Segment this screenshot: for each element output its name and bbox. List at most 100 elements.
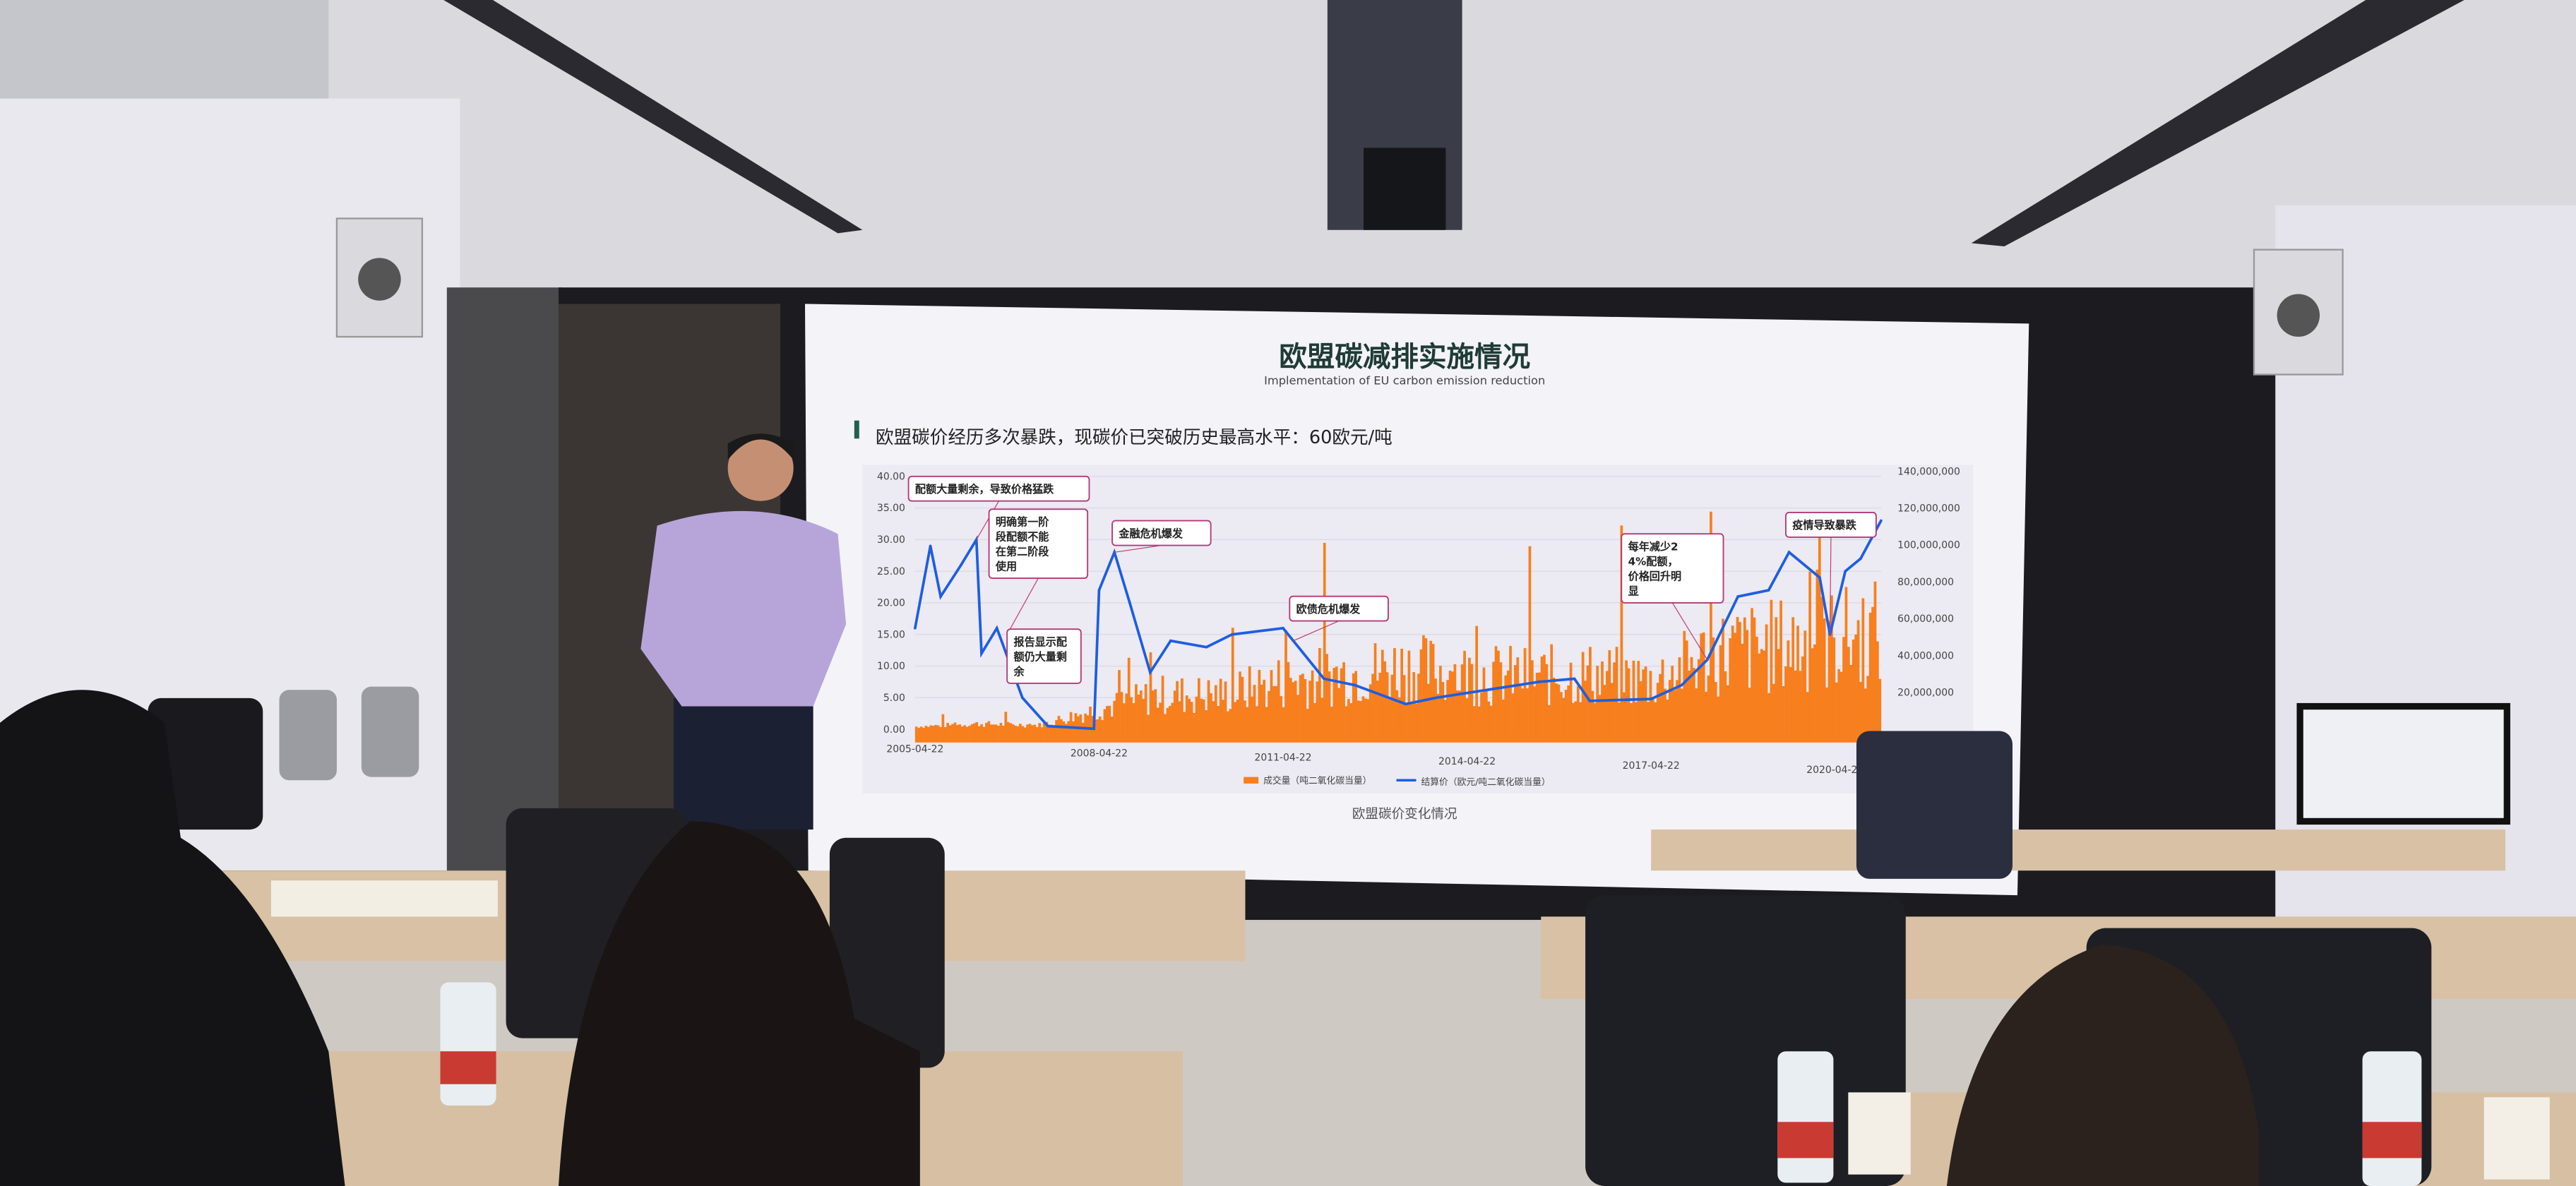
volume-bar	[1581, 652, 1585, 743]
audience-member	[1946, 944, 2259, 1186]
volume-bar	[1280, 696, 1283, 743]
volume-bar	[1472, 706, 1476, 743]
volume-bar	[1045, 721, 1049, 743]
volume-bar	[1040, 727, 1044, 743]
annotation-text: 疫情导致暴跌	[1792, 519, 1857, 532]
volume-bar	[1569, 662, 1573, 743]
volume-bar	[1361, 696, 1365, 743]
annotation-text: 在第二阶段	[996, 545, 1049, 558]
volume-bar	[1830, 595, 1833, 743]
volume-bar	[941, 714, 945, 743]
volume-bar	[1135, 684, 1138, 743]
volume-bar	[1734, 633, 1736, 743]
volume-bar	[1825, 687, 1828, 743]
volume-bar	[1637, 661, 1640, 743]
chair	[829, 837, 945, 1068]
volume-bar	[1480, 693, 1483, 743]
volume-bar	[1154, 689, 1157, 743]
volume-bar	[1813, 644, 1816, 743]
volume-bar	[1057, 716, 1061, 743]
volume-bar	[1419, 649, 1423, 743]
y-right-tick-label: 120,000,000	[1897, 503, 1960, 514]
slide-headline: 欧盟碳价经历多次暴跌，现碳价已突破历史最高水平：60欧元/吨	[876, 427, 1393, 448]
volume-bar	[1217, 706, 1220, 743]
volume-bar	[1630, 703, 1633, 743]
volume-bar	[1460, 664, 1464, 743]
volume-bar	[1023, 727, 1027, 743]
volume-bar	[943, 726, 947, 743]
volume-bar	[1820, 597, 1824, 743]
water-bottle	[1777, 1051, 1834, 1183]
volume-bar	[1397, 697, 1401, 743]
volume-bar	[1746, 630, 1749, 743]
volume-bar	[989, 724, 993, 743]
presenter	[640, 433, 847, 830]
volume-bar	[1168, 705, 1171, 743]
volume-bar	[1832, 637, 1836, 743]
volume-bar	[948, 725, 952, 743]
volume-bar	[1693, 668, 1695, 743]
water-bottle-label	[2362, 1122, 2422, 1158]
volume-bar	[1796, 625, 1799, 743]
volume-bar	[1547, 705, 1551, 743]
volume-bar	[1523, 648, 1527, 743]
volume-bar	[1562, 697, 1566, 743]
volume-bar	[1330, 706, 1333, 743]
volume-bar	[1035, 726, 1039, 743]
volume-bar	[1183, 712, 1186, 743]
volume-bar	[1808, 571, 1811, 743]
volume-bar	[1055, 720, 1058, 743]
annotation-box	[1289, 595, 1389, 622]
volume-bar	[960, 726, 964, 743]
price-point	[1476, 690, 1479, 693]
volume-bar	[1043, 722, 1046, 743]
volume-bar	[1067, 721, 1071, 743]
volume-bar	[1446, 680, 1449, 743]
price-point	[939, 595, 942, 598]
volume-bar	[1470, 664, 1474, 743]
volume-bar	[1101, 720, 1104, 743]
volume-bar	[1031, 725, 1034, 743]
volume-bar	[1866, 676, 1870, 743]
volume-bar	[1062, 721, 1066, 743]
price-point	[1573, 677, 1576, 681]
volume-bar	[1579, 702, 1582, 743]
price-point	[1787, 551, 1791, 554]
volume-bar	[1429, 640, 1433, 743]
volume-bar	[1108, 705, 1111, 743]
volume-bar	[1683, 630, 1686, 743]
volume-bar	[1818, 515, 1821, 743]
volume-bar	[1299, 675, 1302, 743]
volume-bar	[1364, 698, 1367, 743]
volume-bar	[1852, 639, 1855, 743]
price-point	[1435, 696, 1438, 700]
volume-bar	[1292, 682, 1295, 743]
volume-bar	[1839, 671, 1843, 743]
y-left-tick-label: 20.00	[877, 598, 905, 609]
volume-bar	[1096, 719, 1099, 743]
volume-bar	[1787, 640, 1790, 743]
price-point	[914, 626, 917, 630]
volume-bar	[1407, 650, 1411, 743]
volume-bar	[1651, 697, 1654, 743]
paper-cup	[2483, 1097, 2550, 1180]
volume-bar	[1455, 690, 1459, 743]
volume-bar	[1347, 699, 1350, 743]
volume-bar	[1106, 706, 1109, 743]
price-point	[1205, 645, 1208, 649]
volume-bar	[1673, 690, 1676, 743]
volume-bar	[1130, 697, 1133, 743]
volume-bar	[1236, 700, 1239, 743]
volume-bar	[1678, 657, 1681, 743]
x-tick-label: 2008-04-22	[1071, 748, 1128, 760]
volume-bar	[1530, 660, 1534, 743]
volume-bar	[1018, 724, 1022, 743]
annotation-text: 报告显示配	[1013, 635, 1067, 648]
volume-bar	[1328, 671, 1331, 743]
volume-bar	[1241, 676, 1244, 743]
volume-bar	[1378, 672, 1382, 743]
volume-bar	[1849, 664, 1853, 743]
y-right-tick-label: 40,000,000	[1897, 650, 1954, 661]
volume-bar	[1284, 630, 1287, 743]
